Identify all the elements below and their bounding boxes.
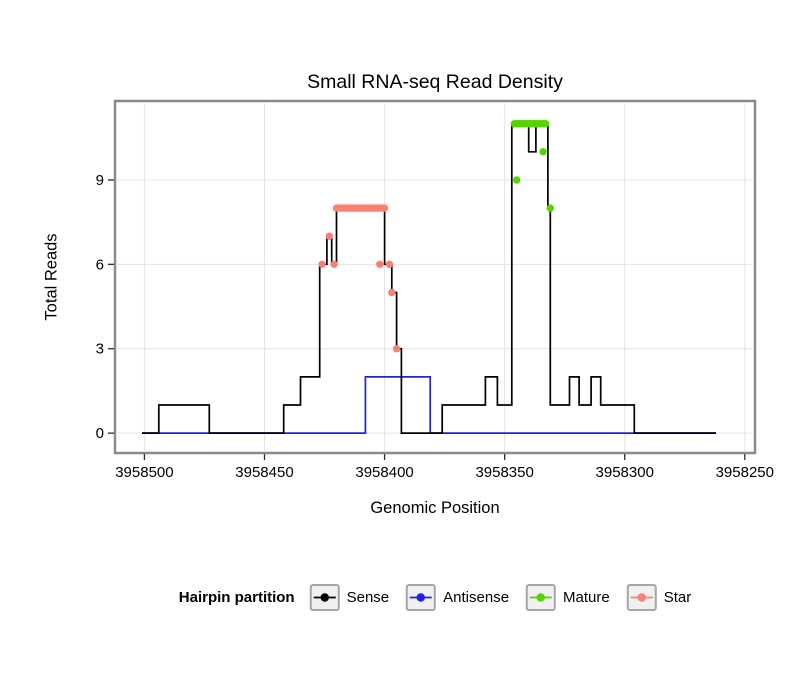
x-tick-label: 3958450 [235,464,293,481]
legend-item-antisense: Antisense [406,583,510,611]
y-tick-label: 9 [96,172,104,189]
legend-item-label: Star [663,588,692,606]
x-tick-label: 3958400 [355,464,413,481]
legend-key-swatch [309,583,340,611]
y-tick-label: 3 [96,341,104,358]
antisense-line [142,376,716,434]
legend-items: Sense Antisense Mature Star [309,583,692,611]
mature-point [541,120,550,128]
legend-key-glyph [313,592,336,602]
legend-item-label: Sense [346,588,390,606]
star-point [376,260,384,268]
star-point [388,288,396,297]
x-tick-label: 3958350 [475,464,533,481]
y-tick-label: 6 [96,256,104,273]
mature-point [513,176,521,184]
y-tick-label: 0 [96,425,104,442]
legend-key-swatch [626,583,657,611]
plot-panel [113,99,757,455]
legend-key-swatch [526,583,557,611]
star-point [385,260,394,268]
y-axis-label: Total Reads [42,233,61,321]
legend-item-label: Mature [563,588,610,606]
star-point [325,232,333,240]
x-axis-label: Genomic Position [370,499,500,517]
sense-line [142,122,716,434]
mature-point [539,148,547,156]
legend-key-swatch [406,583,437,611]
legend-item-label: Antisense [443,588,510,606]
legend-item-mature: Mature [526,583,610,611]
legend: Hairpin partition Sense Antisense Mature St… [179,582,691,612]
star-point [392,345,401,353]
x-tick-label: 3958300 [596,464,654,481]
x-tick-label: 3958500 [115,464,173,481]
legend-key-glyph [530,592,553,602]
legend-item-sense: Sense [309,583,390,611]
legend-title: Hairpin partition [178,588,295,606]
chart-title: Small RNA-seq Read Density [307,71,563,93]
star-point [330,260,338,268]
x-tick-label: 3958250 [716,464,774,481]
legend-key-glyph [630,592,653,602]
legend-key-glyph [410,592,433,602]
legend-item-star: Star [626,583,692,611]
star-point [318,260,326,268]
star-point [380,204,389,212]
mature-point [546,204,554,212]
